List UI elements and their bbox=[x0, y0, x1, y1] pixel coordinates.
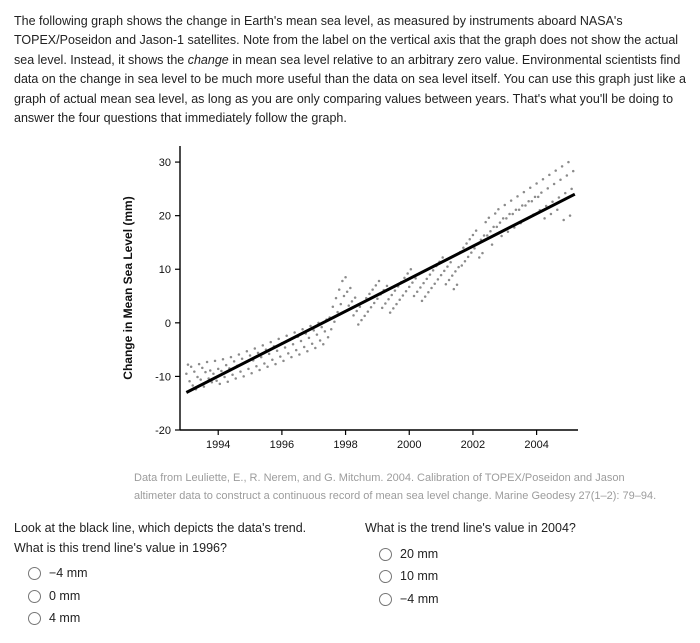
svg-text:1994: 1994 bbox=[206, 439, 230, 451]
q2-option-0[interactable]: 20 mm bbox=[365, 545, 686, 564]
q2-option-1[interactable]: 10 mm bbox=[365, 567, 686, 586]
question-1-text: Look at the black line, which depicts th… bbox=[14, 519, 335, 558]
radio-icon[interactable] bbox=[28, 590, 41, 603]
svg-text:1998: 1998 bbox=[333, 439, 357, 451]
svg-text:20: 20 bbox=[159, 211, 171, 223]
intro-em: change bbox=[188, 53, 229, 67]
radio-icon[interactable] bbox=[379, 593, 392, 606]
q1-option-1[interactable]: 0 mm bbox=[14, 587, 335, 606]
svg-text:2000: 2000 bbox=[397, 439, 421, 451]
q1-option-2[interactable]: 4 mm bbox=[14, 609, 335, 628]
svg-text:Change in Mean Sea Level (mm): Change in Mean Sea Level (mm) bbox=[121, 197, 135, 380]
q2-option-label: 10 mm bbox=[400, 567, 438, 586]
svg-text:1996: 1996 bbox=[270, 439, 294, 451]
question-2: What is the trend line's value in 2004? … bbox=[365, 519, 686, 631]
question-1: Look at the black line, which depicts th… bbox=[14, 519, 335, 631]
question-2-text: What is the trend line's value in 2004? bbox=[365, 519, 686, 538]
intro-paragraph: The following graph shows the change in … bbox=[14, 12, 686, 128]
svg-text:30: 30 bbox=[159, 157, 171, 169]
svg-text:2002: 2002 bbox=[461, 439, 485, 451]
caption-line-1: Data from Leuliette, E., R. Nerem, and G… bbox=[134, 470, 686, 488]
q2-option-label: 20 mm bbox=[400, 545, 438, 564]
svg-text:-10: -10 bbox=[155, 372, 171, 384]
svg-text:2004: 2004 bbox=[524, 439, 548, 451]
q1-option-label: 0 mm bbox=[49, 587, 80, 606]
caption-line-2: altimeter data to construct a continuous… bbox=[134, 488, 686, 506]
chart-caption: Data from Leuliette, E., R. Nerem, and G… bbox=[14, 470, 686, 505]
radio-icon[interactable] bbox=[28, 612, 41, 625]
radio-icon[interactable] bbox=[379, 548, 392, 561]
questions-row: Look at the black line, which depicts th… bbox=[14, 519, 686, 631]
q1-option-label: 4 mm bbox=[49, 609, 80, 628]
svg-text:-20: -20 bbox=[155, 425, 171, 437]
svg-text:10: 10 bbox=[159, 264, 171, 276]
radio-icon[interactable] bbox=[28, 567, 41, 580]
chart-container: -20 -10 0 10 20 30 1994 1996 1998 2000 2002 2004 Cha… bbox=[14, 134, 686, 464]
radio-icon[interactable] bbox=[379, 570, 392, 583]
q2-option-2[interactable]: −4 mm bbox=[365, 590, 686, 609]
q2-option-label: −4 mm bbox=[400, 590, 439, 609]
q1-option-label: −4 mm bbox=[49, 564, 88, 583]
svg-text:0: 0 bbox=[165, 318, 171, 330]
q1-option-0[interactable]: −4 mm bbox=[14, 564, 335, 583]
sea-level-scatter-chart: -20 -10 0 10 20 30 1994 1996 1998 2000 2002 2004 Cha… bbox=[110, 134, 590, 464]
